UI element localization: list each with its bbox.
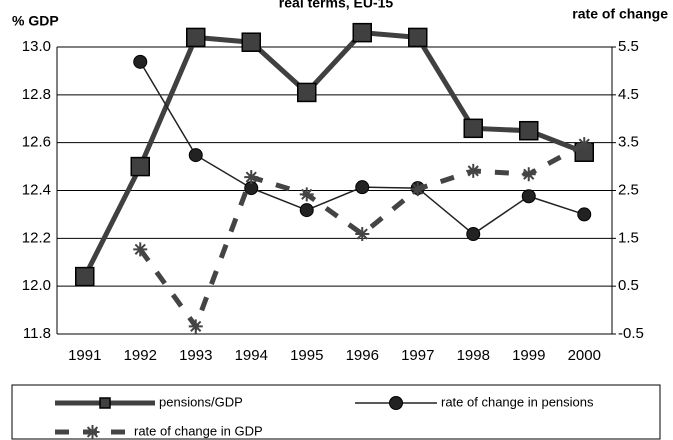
- marker: [241, 32, 261, 52]
- series-line: [139, 61, 585, 235]
- y2-tick-label: -0.5: [618, 325, 644, 342]
- y-tick-label: 11.8: [23, 325, 51, 342]
- legend-label: rate of change in GDP: [134, 423, 263, 438]
- marker: [521, 189, 536, 204]
- x-tick-label: 1992: [124, 347, 157, 364]
- x-tick-label: 1993: [179, 347, 212, 364]
- y2-tick-label: 2.5: [618, 181, 639, 198]
- y-tick-label: 13.0: [22, 38, 51, 55]
- marker: [188, 148, 203, 163]
- y2-tick-label: 1.5: [618, 229, 639, 246]
- marker: [299, 203, 314, 218]
- y2-tick-label: 5.5: [618, 38, 639, 55]
- marker: [299, 187, 314, 202]
- legend-box: [11, 384, 661, 440]
- marker: [408, 27, 428, 48]
- legend-label: rate of change in pensions: [441, 394, 594, 409]
- x-tick-label: 1991: [68, 347, 101, 364]
- legend-marker: [85, 425, 100, 439]
- y2-tick-label: 3.5: [618, 134, 639, 151]
- marker: [133, 54, 148, 69]
- marker: [410, 182, 425, 197]
- marker: [355, 180, 370, 195]
- marker: [186, 27, 206, 48]
- y2-tick-label: 4.5: [618, 86, 639, 103]
- x-tick-label: 1996: [346, 347, 379, 364]
- marker: [297, 82, 317, 103]
- y-axis-label: % GDP: [12, 13, 59, 29]
- marker: [519, 120, 539, 141]
- marker: [244, 170, 259, 185]
- y-tick-label: 12.0: [22, 277, 51, 294]
- marker: [521, 167, 536, 182]
- marker: [355, 227, 370, 242]
- x-tick-label: 1999: [512, 347, 545, 364]
- y-tick-label: 12.6: [22, 134, 51, 151]
- x-tick-label: 2000: [568, 347, 601, 364]
- marker: [130, 156, 150, 177]
- marker: [133, 242, 148, 257]
- marker: [352, 22, 372, 43]
- marker: [577, 207, 592, 222]
- chart-title: real terms, EU-15: [279, 0, 394, 11]
- x-tick-label: 1997: [401, 347, 434, 364]
- x-tick-label: 1995: [290, 347, 323, 364]
- marker: [466, 227, 481, 242]
- y-tick-label: 12.8: [22, 86, 51, 103]
- y-tick-label: 12.4: [22, 181, 51, 198]
- series-line: [138, 141, 586, 332]
- series-line: [82, 30, 586, 278]
- y2-axis-label: rate of change: [572, 6, 668, 22]
- marker: [188, 319, 203, 334]
- y-tick-label: 12.2: [22, 229, 51, 246]
- marker: [577, 137, 592, 152]
- marker: [466, 163, 481, 178]
- x-tick-label: 1998: [457, 347, 490, 364]
- marker: [463, 118, 483, 139]
- marker: [75, 266, 95, 287]
- legend-marker: [389, 396, 403, 410]
- y2-tick-label: 0.5: [618, 277, 639, 294]
- x-tick-label: 1994: [235, 347, 268, 364]
- legend-label: pensions/GDP: [159, 394, 243, 409]
- legend-marker: [99, 397, 111, 409]
